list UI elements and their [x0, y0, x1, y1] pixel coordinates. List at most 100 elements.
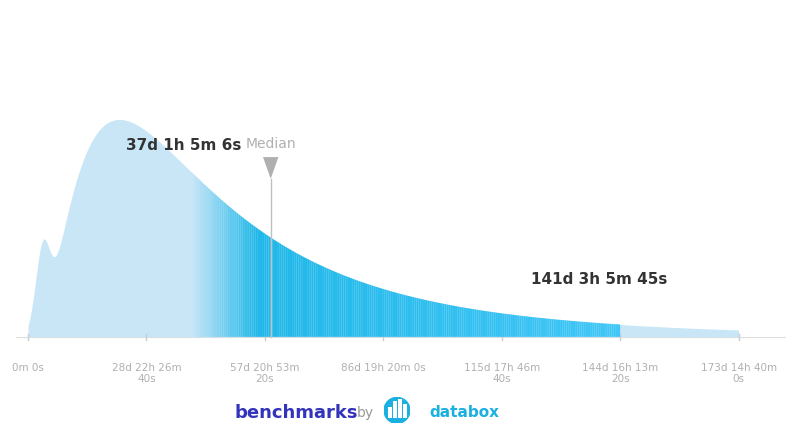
Polygon shape: [520, 315, 521, 337]
Polygon shape: [425, 300, 427, 337]
Polygon shape: [316, 263, 318, 337]
Bar: [399, 399, 402, 418]
Polygon shape: [337, 273, 339, 337]
Polygon shape: [415, 297, 416, 337]
Polygon shape: [358, 281, 361, 337]
Polygon shape: [528, 317, 530, 337]
Polygon shape: [494, 312, 496, 337]
Polygon shape: [219, 198, 221, 337]
Polygon shape: [612, 324, 614, 337]
Polygon shape: [301, 255, 303, 337]
Polygon shape: [284, 245, 286, 337]
Polygon shape: [575, 321, 577, 337]
Polygon shape: [403, 295, 406, 337]
Bar: [388, 407, 391, 418]
Polygon shape: [466, 308, 468, 337]
Polygon shape: [474, 309, 476, 337]
Polygon shape: [391, 291, 393, 337]
Polygon shape: [590, 322, 592, 337]
Polygon shape: [279, 243, 282, 337]
Polygon shape: [541, 318, 543, 337]
Polygon shape: [427, 300, 429, 337]
Polygon shape: [290, 249, 292, 337]
Polygon shape: [375, 287, 378, 337]
Polygon shape: [245, 219, 247, 337]
Polygon shape: [618, 324, 620, 337]
Polygon shape: [346, 276, 348, 337]
Polygon shape: [610, 324, 612, 337]
Polygon shape: [380, 288, 383, 337]
Polygon shape: [221, 200, 224, 337]
Polygon shape: [607, 324, 610, 337]
Polygon shape: [329, 269, 330, 337]
Polygon shape: [393, 292, 395, 337]
Polygon shape: [483, 311, 485, 337]
Polygon shape: [502, 313, 504, 337]
Polygon shape: [487, 311, 489, 337]
Polygon shape: [350, 278, 352, 337]
Polygon shape: [423, 299, 425, 337]
Polygon shape: [543, 318, 545, 337]
Polygon shape: [406, 295, 408, 337]
Circle shape: [384, 397, 410, 423]
Polygon shape: [225, 203, 228, 337]
Polygon shape: [598, 323, 601, 337]
Polygon shape: [444, 304, 447, 337]
Polygon shape: [200, 180, 202, 337]
Polygon shape: [348, 277, 350, 337]
Polygon shape: [513, 315, 515, 337]
Polygon shape: [419, 299, 421, 337]
Polygon shape: [343, 275, 346, 337]
Text: databox: databox: [429, 405, 499, 420]
Polygon shape: [480, 310, 483, 337]
Polygon shape: [378, 287, 380, 337]
Polygon shape: [431, 301, 434, 337]
Polygon shape: [537, 318, 539, 337]
Polygon shape: [565, 320, 566, 337]
Polygon shape: [552, 319, 553, 337]
Polygon shape: [399, 294, 402, 337]
Text: benchmarks: benchmarks: [235, 403, 358, 422]
Polygon shape: [410, 296, 412, 337]
Polygon shape: [206, 186, 209, 337]
Polygon shape: [448, 305, 451, 337]
Polygon shape: [549, 319, 552, 337]
Polygon shape: [534, 317, 537, 337]
Polygon shape: [573, 321, 575, 337]
Polygon shape: [277, 241, 279, 337]
Polygon shape: [269, 236, 270, 337]
Polygon shape: [371, 285, 374, 337]
Polygon shape: [500, 313, 502, 337]
Text: 141d 3h 5m 45s: 141d 3h 5m 45s: [531, 272, 668, 287]
Polygon shape: [402, 294, 403, 337]
Polygon shape: [354, 280, 356, 337]
Polygon shape: [460, 307, 461, 337]
Polygon shape: [584, 322, 585, 337]
Polygon shape: [485, 311, 487, 337]
Polygon shape: [228, 205, 230, 337]
Polygon shape: [288, 248, 290, 337]
Polygon shape: [556, 319, 558, 337]
Polygon shape: [507, 314, 508, 337]
Polygon shape: [367, 284, 369, 337]
Polygon shape: [614, 324, 616, 337]
Polygon shape: [539, 318, 541, 337]
Polygon shape: [389, 291, 391, 337]
Polygon shape: [241, 216, 243, 337]
Polygon shape: [468, 308, 470, 337]
Polygon shape: [387, 290, 389, 337]
Polygon shape: [234, 211, 237, 337]
Polygon shape: [383, 289, 384, 337]
Polygon shape: [453, 305, 455, 337]
Polygon shape: [303, 257, 305, 337]
Polygon shape: [434, 302, 435, 337]
Polygon shape: [374, 286, 375, 337]
Polygon shape: [311, 261, 314, 337]
Polygon shape: [363, 283, 365, 337]
Polygon shape: [429, 301, 431, 337]
Polygon shape: [421, 299, 423, 337]
Polygon shape: [533, 317, 534, 337]
Polygon shape: [298, 254, 301, 337]
Polygon shape: [260, 230, 262, 337]
Polygon shape: [461, 307, 464, 337]
